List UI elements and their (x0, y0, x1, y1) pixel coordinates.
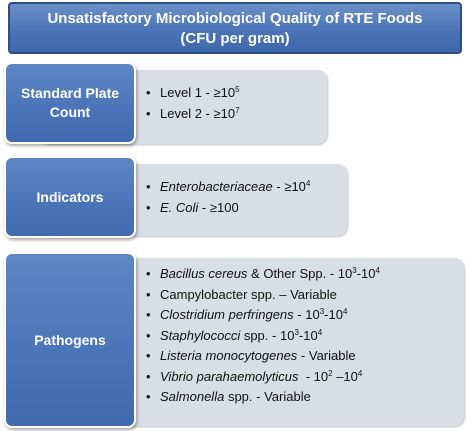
item-value: 10 (279, 327, 295, 343)
label-line: Standard Plate (20, 85, 120, 101)
item-value-upper: -10 (298, 327, 318, 343)
list-item: Clostridium perfringens - 103-104 (146, 305, 380, 326)
section-label-standard-plate-count: Standard Plate Count (4, 62, 136, 144)
item-value: ≥10 (284, 179, 306, 194)
item-separator: - (293, 307, 306, 322)
section-label-pathogens: Pathogens (4, 252, 136, 428)
item-suffix: spp. (224, 389, 253, 404)
item-value-upper: –10 (332, 368, 358, 384)
item-list-standard-plate-count: Level 1 - ≥105 Level 2 - ≥107 (146, 82, 240, 124)
item-value-upper: -10 (324, 307, 343, 322)
item-name: Campylobacter spp. (160, 286, 276, 302)
item-value: 10 (305, 307, 320, 322)
item-name: Staphylococci (160, 327, 241, 343)
list-item: Level 1 - ≥105 (146, 82, 240, 103)
list-item: Vibrio parahaemolyticus - 102 –104 (146, 367, 380, 388)
list-item: E. Coli - ≥100 (146, 197, 310, 218)
item-value: ≥10 (213, 106, 236, 121)
item-exponent: 3 (319, 307, 325, 316)
item-value: Variable (290, 286, 337, 302)
item-list-pathogens: Bacillus cereus & Other Spp. - 103-104 C… (146, 264, 380, 408)
item-name: Salmonella (160, 389, 225, 404)
item-list-indicators: Enterobacteriaceae - ≥104 E. Coli - ≥100 (146, 176, 310, 218)
item-name: Listeria monocytogenes (160, 348, 298, 363)
item-name: Vibrio parahaemolyticus (160, 368, 299, 384)
list-item: Staphylococci spp. - 103-104 (146, 326, 380, 347)
item-name: Level 1 (160, 85, 202, 100)
item-name: Clostridium perfringens (160, 307, 294, 322)
item-separator: - (298, 368, 314, 384)
item-exponent: 3 (294, 327, 299, 337)
item-separator: - (201, 106, 214, 121)
list-item: Campylobacter spp. – Variable (146, 285, 380, 306)
list-item: Bacillus cereus & Other Spp. - 103-104 (146, 264, 380, 285)
item-separator: - (252, 389, 265, 404)
list-item: Level 2 - ≥107 (146, 103, 240, 124)
item-separator: - (326, 266, 338, 281)
list-item: Enterobacteriaceae - ≥104 (146, 176, 310, 197)
item-separator: - (268, 327, 280, 343)
title-line-1: Unsatisfactory Microbiological Quality o… (47, 10, 423, 27)
diagram-title: Unsatisfactory Microbiological Quality o… (8, 2, 462, 54)
item-separator: - (198, 200, 210, 215)
item-suffix: spp. (240, 327, 269, 343)
label-line: Count (49, 104, 91, 120)
item-exponent: 4 (305, 179, 311, 188)
label-line: Indicators (36, 188, 104, 205)
item-value: Variable (264, 389, 311, 404)
item-suffix: & Other Spp. (247, 266, 327, 281)
item-name: Bacillus cereus (160, 266, 248, 281)
item-value-upper: -10 (356, 266, 376, 281)
item-separator: - (201, 85, 214, 100)
item-separator: - (272, 179, 285, 194)
item-exponent-upper: 4 (342, 307, 348, 316)
item-value: 10 (313, 368, 329, 384)
section-label-indicators: Indicators (4, 156, 136, 238)
list-item: Salmonella spp. - Variable (146, 387, 380, 408)
item-value: ≥10 (213, 85, 236, 100)
item-value: Variable (308, 348, 356, 363)
item-exponent-upper: 4 (357, 368, 363, 378)
item-name: Enterobacteriaceae (160, 179, 273, 194)
item-exponent-upper: 4 (317, 327, 323, 337)
item-name: E. Coli (160, 200, 199, 215)
item-separator: – (275, 286, 291, 302)
item-value: 10 (337, 266, 353, 281)
item-value: ≥100 (209, 200, 239, 215)
title-line-2: (CFU per gram) (180, 30, 290, 47)
item-exponent: 7 (235, 106, 240, 115)
item-separator: - (297, 348, 309, 363)
item-exponent: 3 (352, 266, 357, 275)
list-item: Listeria monocytogenes - Variable (146, 346, 380, 367)
item-name: Level 2 (160, 106, 202, 121)
item-exponent-upper: 4 (375, 266, 380, 275)
item-exponent: 5 (235, 85, 240, 94)
label-line: Pathogens (34, 331, 106, 348)
item-exponent: 2 (328, 368, 333, 378)
